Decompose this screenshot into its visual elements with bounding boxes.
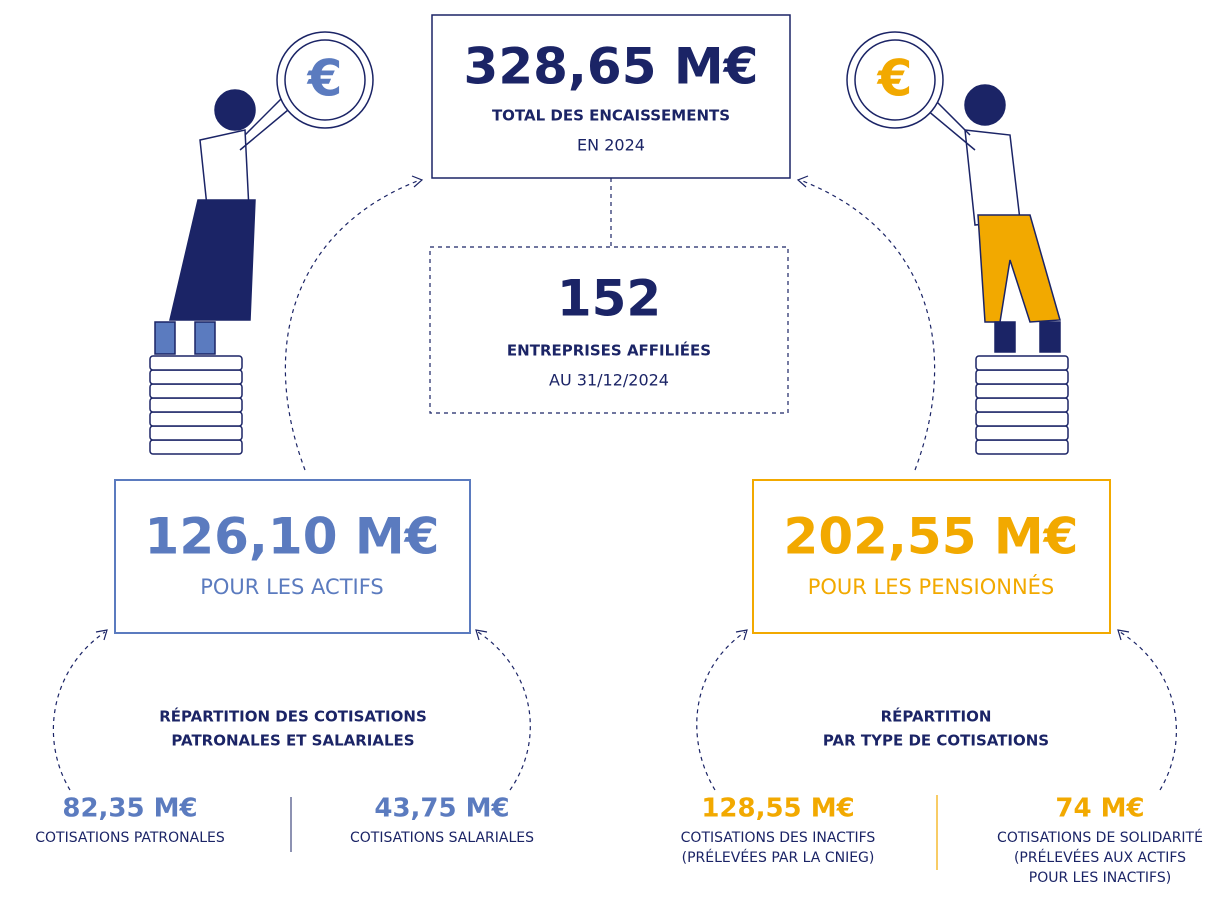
pensioners-value: 202,55 M€ <box>784 508 1079 566</box>
item-value: 82,35 M€ <box>62 794 197 824</box>
item-value: 128,55 M€ <box>701 794 854 824</box>
svg-text:€: € <box>307 50 343 108</box>
pensioners-label: POUR LES PENSIONNÉS <box>808 574 1055 599</box>
pensioners-box <box>752 479 1111 634</box>
heading: RÉPARTITION DES COTISATIONS <box>159 707 427 726</box>
details: RÉPARTITION DES COTISATIONS PATRONALES ET… <box>35 707 1203 887</box>
item-label: (PRÉLEVÉES PAR LA CNIEG) <box>682 849 875 866</box>
heading: PATRONALES ET SALARIALES <box>171 732 414 750</box>
illustration-left: € <box>149 31 374 455</box>
total-sub: EN 2024 <box>577 136 645 155</box>
companies-sub: AU 31/12/2024 <box>549 371 669 390</box>
total-box <box>431 14 791 179</box>
total-value: 328,65 M€ <box>464 38 759 96</box>
item-value: 74 M€ <box>1055 794 1144 824</box>
companies-value: 152 <box>557 270 661 328</box>
item-label: COTISATIONS DE SOLIDARITÉ <box>997 829 1203 846</box>
svg-text:€: € <box>877 50 913 108</box>
active-label: POUR LES ACTIFS <box>200 575 384 599</box>
illustration-right: € <box>846 31 1069 455</box>
item-value: 43,75 M€ <box>374 794 509 824</box>
total-label: TOTAL DES ENCAISSEMENTS <box>492 107 730 125</box>
item-label: POUR LES INACTIFS) <box>1029 870 1171 886</box>
heading: PAR TYPE DE COTISATIONS <box>823 732 1049 750</box>
item-label: COTISATIONS SALARIALES <box>350 830 534 846</box>
active-value: 126,10 M€ <box>145 508 440 566</box>
companies-box <box>429 246 789 414</box>
companies-label: ENTREPRISES AFFILIÉES <box>507 341 711 360</box>
active-box <box>114 479 471 634</box>
item-label: COTISATIONS PATRONALES <box>35 830 225 846</box>
item-label: (PRÉLEVÉES AUX ACTIFS <box>1014 849 1186 866</box>
heading: RÉPARTITION <box>881 707 992 726</box>
arrows <box>52 175 1177 791</box>
item-label: COTISATIONS DES INACTIFS <box>681 830 876 846</box>
